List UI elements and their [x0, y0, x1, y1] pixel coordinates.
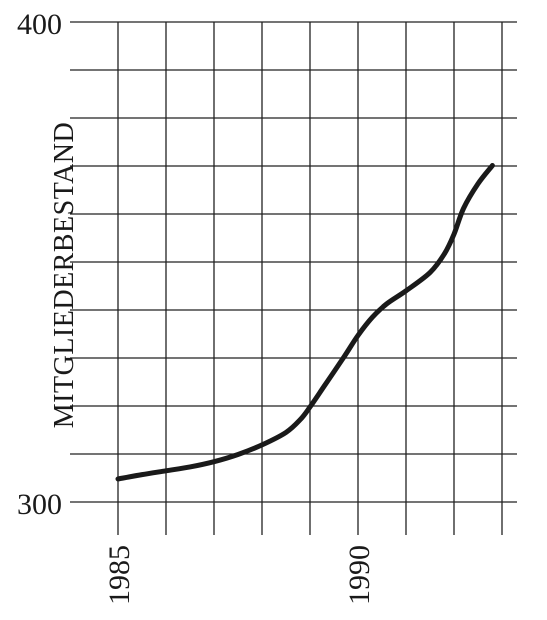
y-axis-label: MITGLIEDERBESTAND [49, 122, 80, 428]
y-tick-label-400: 400 [17, 8, 62, 41]
y-tick-label-300: 300 [17, 488, 62, 521]
x-tick-label-1985: 1985 [103, 545, 136, 605]
series-line [115, 163, 495, 482]
x-tick-label-1990: 1990 [343, 545, 376, 605]
grid [70, 21, 517, 535]
